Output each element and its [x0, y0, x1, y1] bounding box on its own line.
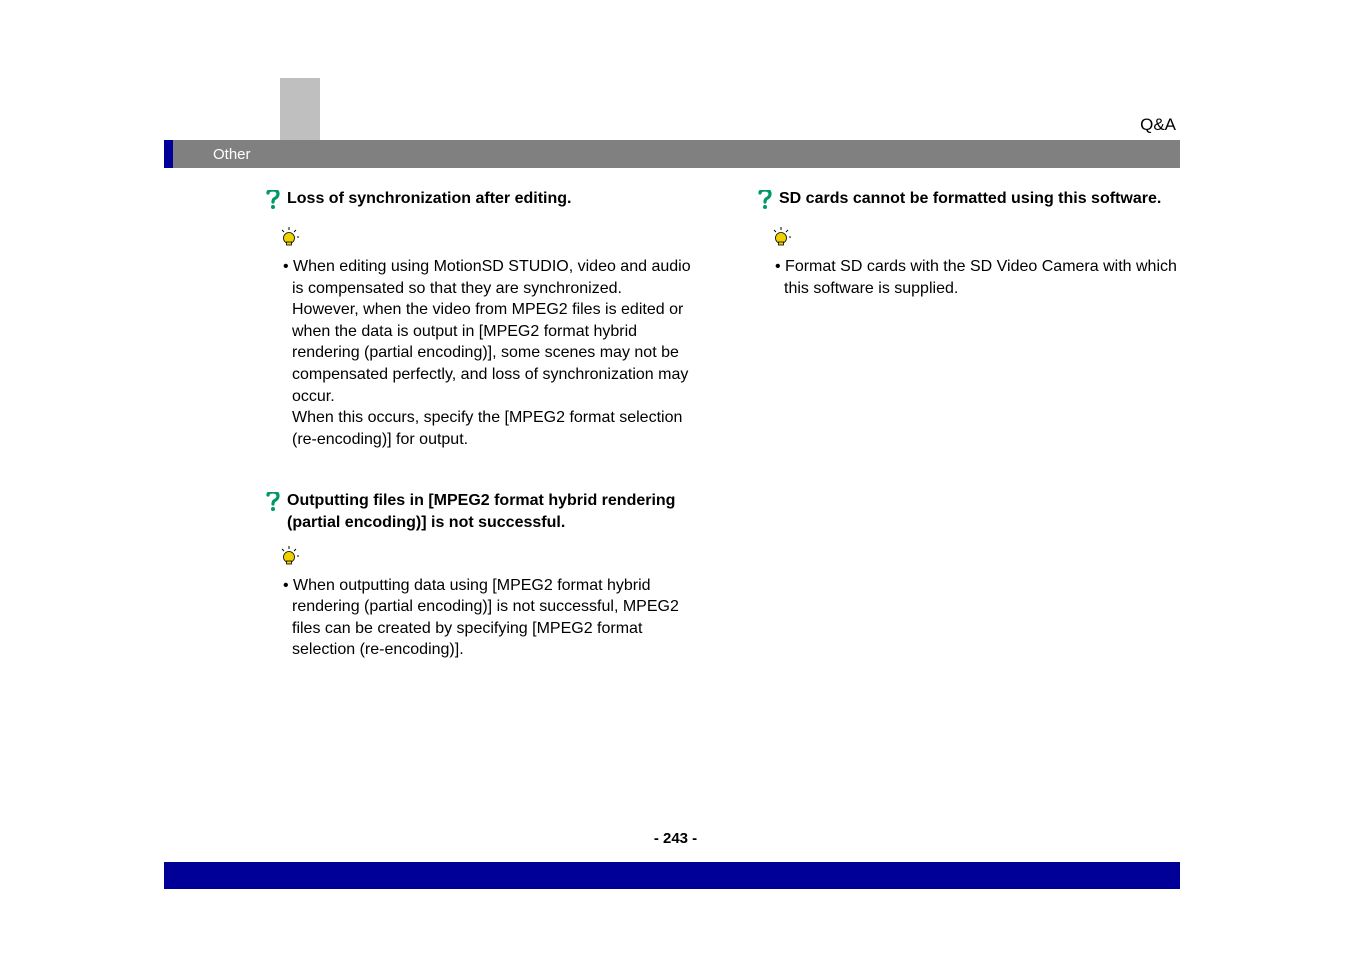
bullet: • — [283, 258, 293, 275]
qa-item: Loss of synchronization after editing. — [265, 188, 693, 450]
answer-block: • When outputting data using [MPEG2 form… — [265, 546, 693, 661]
content-columns: Loss of synchronization after editing. — [265, 188, 1185, 701]
section-title: Other — [173, 140, 251, 168]
left-column: Loss of synchronization after editing. — [265, 188, 693, 701]
question-row: Loss of synchronization after editing. — [265, 188, 693, 215]
answer-block: • Format SD cards with the SD Video Came… — [757, 227, 1185, 299]
qa-item: Outputting files in [MPEG2 format hybrid… — [265, 490, 693, 661]
lightbulb-icon — [279, 227, 693, 252]
lightbulb-icon — [771, 227, 1185, 252]
right-column: SD cards cannot be formatted using this … — [757, 188, 1185, 701]
header-category: Q&A — [1140, 115, 1176, 135]
header-gray-block — [280, 78, 320, 140]
question-mark-icon — [265, 190, 281, 215]
section-bar: Other — [164, 140, 1180, 168]
page-container: Q&A Other Loss of synchronization after … — [0, 0, 1351, 954]
lightbulb-icon — [279, 546, 693, 571]
answer-body: When outputting data using [MPEG2 format… — [292, 577, 679, 659]
question-mark-icon — [757, 190, 773, 215]
question-text: Loss of synchronization after editing. — [287, 188, 571, 210]
footer-bar — [164, 862, 1180, 889]
question-text: Outputting files in [MPEG2 format hybrid… — [287, 490, 693, 533]
section-accent — [164, 140, 173, 168]
question-row: SD cards cannot be formatted using this … — [757, 188, 1185, 215]
question-mark-icon — [265, 492, 281, 517]
answer-text: • When outputting data using [MPEG2 form… — [283, 575, 693, 661]
question-text: SD cards cannot be formatted using this … — [779, 188, 1161, 210]
answer-body: Format SD cards with the SD Video Camera… — [784, 258, 1177, 297]
page-number: - 243 - — [0, 830, 1351, 847]
bullet: • — [283, 577, 293, 594]
question-row: Outputting files in [MPEG2 format hybrid… — [265, 490, 693, 533]
answer-text: • When editing using MotionSD STUDIO, vi… — [283, 256, 693, 450]
answer-block: • When editing using MotionSD STUDIO, vi… — [265, 227, 693, 450]
answer-text: • Format SD cards with the SD Video Came… — [775, 256, 1185, 299]
answer-body: When editing using MotionSD STUDIO, vide… — [292, 258, 691, 448]
qa-item: SD cards cannot be formatted using this … — [757, 188, 1185, 299]
bullet: • — [775, 258, 785, 275]
